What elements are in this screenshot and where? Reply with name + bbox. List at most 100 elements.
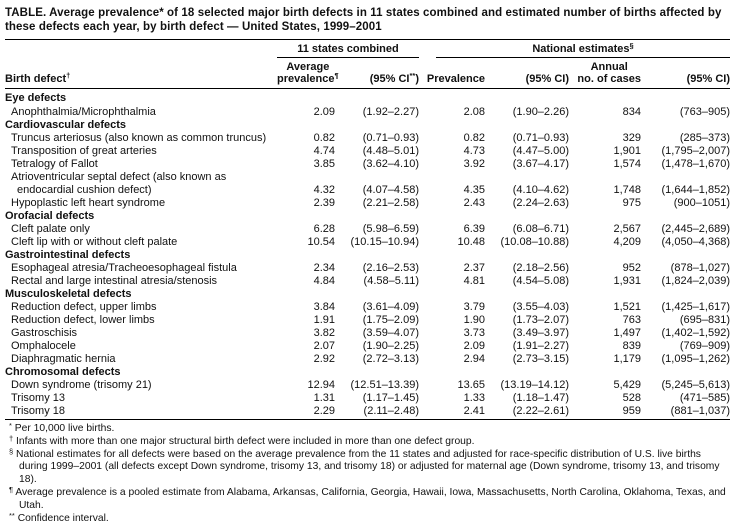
national-prevalence: 1.90 — [463, 314, 485, 326]
footnote: § National estimates for all defects wer… — [5, 447, 730, 487]
ci-national: (2.22–2.61) — [512, 405, 569, 417]
national-prevalence: 4.35 — [463, 184, 485, 196]
annual-cases — [569, 210, 641, 223]
defect-name: Trisomy 13 — [11, 392, 65, 404]
ci-national: (3.49–3.97) — [512, 327, 569, 339]
ci-annual-cases — [641, 119, 730, 132]
annual-cases: 4,209 — [613, 236, 641, 248]
ci-11-states — [335, 171, 419, 184]
footnote-text: Average prevalence is a pooled estimate … — [13, 486, 726, 511]
defect-row: endocardial cushion defect) 4.32 (4.07–4.5… — [5, 184, 730, 197]
ci-11-states: (2.21–2.58) — [362, 197, 419, 209]
defect-name: Hypoplastic left heart syndrome — [11, 197, 166, 209]
defect-row: Truncus arteriosus (also known as common… — [5, 132, 730, 145]
defect-row: Hypoplastic left heart syndrome 2.39 (2.21… — [5, 197, 730, 210]
avg-prevalence: 4.74 — [313, 145, 335, 157]
ci-11-states: (1.92–2.27) — [362, 106, 419, 118]
ci-national: (1.18–1.47) — [512, 392, 569, 404]
ci-national — [485, 288, 569, 301]
national-prevalence: 0.82 — [463, 132, 485, 144]
annual-cases: 834 — [622, 106, 641, 118]
ci-11-states: (12.51–13.39) — [350, 379, 420, 391]
column-group-11-states: 11 states combined — [277, 40, 419, 58]
table-title-line2: these defects each year, by birth defect… — [5, 21, 382, 33]
footnote-marker: ** — [9, 510, 15, 520]
ci-annual-cases: (1,644–1,852) — [661, 184, 731, 196]
annual-cases: 839 — [622, 340, 641, 352]
top-rule — [5, 39, 730, 40]
avg-prevalence: 1.91 — [313, 314, 335, 326]
national-prevalence: 3.73 — [463, 327, 485, 339]
ci-annual-cases: (1,425–1,617) — [661, 301, 731, 313]
ci-annual-cases — [641, 249, 730, 262]
avg-prevalence: 12.94 — [307, 379, 335, 391]
national-prevalence — [419, 210, 485, 223]
avg-prevalence — [277, 210, 335, 223]
section-label: Gastrointestinal defects — [5, 249, 131, 261]
defect-name: Rectal and large intestinal atresia/sten… — [11, 275, 218, 287]
defect-row: Trisomy 18 2.29 (2.11–2.48) 2.41 (2.22–2.61)… — [5, 405, 730, 418]
ci-national: (2.24–2.63) — [512, 197, 569, 209]
ci-national: (13.19–14.12) — [500, 379, 570, 391]
ci-national: (3.55–4.03) — [512, 301, 569, 313]
annual-cases — [569, 366, 641, 379]
avg-prevalence: 2.34 — [313, 262, 335, 274]
section-row: Chromosomal defects — [5, 366, 730, 379]
table-title: TABLE. Average prevalence* of 18 selecte… — [5, 4, 730, 39]
annual-cases — [569, 249, 641, 262]
national-prevalence: 6.39 — [463, 223, 485, 235]
ci-annual-cases: (4,050–4,368) — [661, 236, 731, 248]
avg-prevalence — [277, 89, 335, 107]
ci-national: (1.90–2.26) — [512, 106, 569, 118]
birth-defect-footnote-marker: † — [66, 71, 71, 80]
ci-annual-cases — [641, 89, 730, 107]
section-label: Orofacial defects — [5, 210, 95, 222]
ci-annual-cases: (1,402–1,592) — [661, 327, 731, 339]
defect-name: Reduction defect, upper limbs — [11, 301, 157, 313]
section-label: Chromosomal defects — [5, 366, 121, 378]
column-header-annual-cases: Annual no. of cases — [569, 58, 641, 89]
avg-prevalence: 4.84 — [313, 275, 335, 287]
defect-row: Anophthalmia/Microphthalmia 2.09 (1.92–2.2… — [5, 106, 730, 119]
column-header-national-prevalence: Prevalence — [419, 58, 485, 89]
national-prevalence: 2.09 — [463, 340, 485, 352]
defect-row: Down syndrome (trisomy 21) 12.94 (12.51–13… — [5, 379, 730, 392]
national-prevalence: 10.48 — [457, 236, 485, 248]
ci-annual-cases — [641, 288, 730, 301]
defect-name: Down syndrome (trisomy 21) — [11, 379, 152, 391]
ci-11-states: (3.61–4.09) — [362, 301, 419, 313]
ci-11-states: (3.62–4.10) — [362, 158, 419, 170]
national-prevalence: 2.94 — [463, 353, 485, 365]
footnotes: * Per 10,000 live births. † Infants with … — [5, 422, 730, 521]
section-label: Musculoskeletal defects — [5, 288, 132, 300]
national-prevalence — [419, 366, 485, 379]
defect-row: Transposition of great arteries 4.74 (4.48… — [5, 145, 730, 158]
national-footnote-marker: § — [629, 41, 634, 50]
footnote-text: Infants with more than one major structu… — [13, 435, 475, 447]
ci-national: (1.73–2.07) — [512, 314, 569, 326]
ci-national — [485, 89, 569, 107]
defect-row: Gastroschisis 3.82 (3.59–4.07) 3.73 (3.49–3.… — [5, 327, 730, 340]
national-prevalence: 13.65 — [457, 379, 485, 391]
ci-11-states — [335, 210, 419, 223]
ci-national — [485, 210, 569, 223]
ci-annual-cases: (763–905) — [679, 106, 730, 118]
annual-cases: 1,179 — [613, 353, 641, 365]
ci-annual-cases: (5,245–5,613) — [661, 379, 731, 391]
column-header-ci-cases: (95% CI) — [641, 58, 730, 89]
column-header-birth-defect: Birth defect† — [5, 58, 277, 89]
column-group-national-estimates: National estimates§ — [419, 40, 730, 58]
defect-row: Reduction defect, lower limbs 1.91 (1.75–2… — [5, 314, 730, 327]
ci-11-states: (1.75–2.09) — [362, 314, 419, 326]
national-prevalence — [419, 288, 485, 301]
ci-11-states: (4.48–5.01) — [362, 145, 419, 157]
defect-row: Atrioventricular septal defect (also kno… — [5, 171, 730, 184]
national-prevalence: 4.73 — [463, 145, 485, 157]
national-prevalence: 4.81 — [463, 275, 485, 287]
ci-annual-cases: (1,824–2,039) — [661, 275, 731, 287]
ci-11-states: (4.58–5.11) — [363, 275, 419, 287]
ci-annual-cases: (1,478–1,670) — [661, 158, 731, 170]
defect-name: Omphalocele — [11, 340, 76, 352]
avg-prevalence: 3.84 — [313, 301, 335, 313]
column-header-ci-national: (95% CI) — [485, 58, 569, 89]
